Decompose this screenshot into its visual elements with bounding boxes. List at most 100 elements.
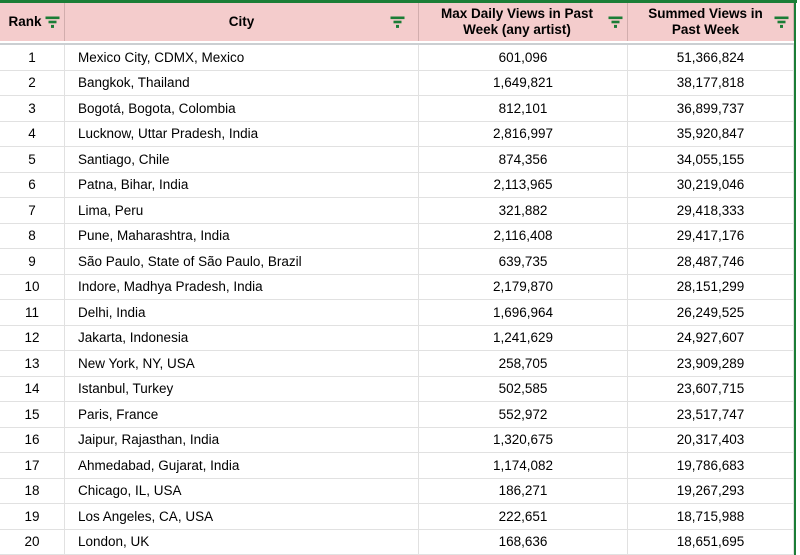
summed-views-cell[interactable]: 38,177,818 xyxy=(628,70,794,95)
summed-views-cell[interactable]: 23,607,715 xyxy=(628,376,794,401)
max-daily-views-cell[interactable]: 502,585 xyxy=(419,376,628,401)
rank-value: 9 xyxy=(28,253,36,269)
city-value: Jakarta, Indonesia xyxy=(78,330,189,346)
max-daily-views-cell[interactable]: 258,705 xyxy=(419,351,628,376)
city-cell[interactable]: São Paulo, State of São Paulo, Brazil xyxy=(65,249,419,274)
rank-cell[interactable]: 1 xyxy=(0,45,65,70)
city-cell[interactable]: Santiago, Chile xyxy=(65,147,419,172)
city-cell[interactable]: Indore, Madhya Pradesh, India xyxy=(65,274,419,299)
rank-cell[interactable]: 15 xyxy=(0,402,65,427)
max-daily-views-cell[interactable]: 2,113,965 xyxy=(419,172,628,197)
filter-icon[interactable] xyxy=(608,16,623,29)
filter-icon[interactable] xyxy=(45,16,60,29)
column-header-city[interactable]: City xyxy=(65,3,419,41)
rank-cell[interactable]: 10 xyxy=(0,274,65,299)
city-cell[interactable]: Patna, Bihar, India xyxy=(65,172,419,197)
summed-views-cell[interactable]: 19,786,683 xyxy=(628,453,794,478)
summed-views-cell[interactable]: 28,151,299 xyxy=(628,274,794,299)
rank-cell[interactable]: 13 xyxy=(0,351,65,376)
city-cell[interactable]: New York, NY, USA xyxy=(65,351,419,376)
max-daily-views-cell[interactable]: 874,356 xyxy=(419,147,628,172)
max-daily-views-cell[interactable]: 601,096 xyxy=(419,45,628,70)
rank-cell[interactable]: 9 xyxy=(0,249,65,274)
table-row: 5 Santiago, Chile 874,356 34,055,155 xyxy=(0,147,794,173)
max-daily-views-cell[interactable]: 1,174,082 xyxy=(419,453,628,478)
summed-views-cell[interactable]: 34,055,155 xyxy=(628,147,794,172)
summed-views-cell[interactable]: 18,715,988 xyxy=(628,504,794,529)
city-cell[interactable]: London, UK xyxy=(65,529,419,554)
rank-cell[interactable]: 7 xyxy=(0,198,65,223)
column-header-max-daily-views[interactable]: Max Daily Views in Past Week (any artist… xyxy=(419,3,628,41)
max-daily-views-cell[interactable]: 552,972 xyxy=(419,402,628,427)
rank-cell[interactable]: 6 xyxy=(0,172,65,197)
summed-views-cell[interactable]: 35,920,847 xyxy=(628,121,794,146)
city-cell[interactable]: Ahmedabad, Gujarat, India xyxy=(65,453,419,478)
max-daily-views-cell[interactable]: 168,636 xyxy=(419,529,628,554)
rank-cell[interactable]: 18 xyxy=(0,478,65,503)
max-daily-views-cell[interactable]: 186,271 xyxy=(419,478,628,503)
max-daily-views-cell[interactable]: 639,735 xyxy=(419,249,628,274)
table-row: 3 Bogotá, Bogota, Colombia 812,101 36,89… xyxy=(0,96,794,122)
city-value: São Paulo, State of São Paulo, Brazil xyxy=(78,253,302,269)
city-cell[interactable]: Jakarta, Indonesia xyxy=(65,325,419,350)
rank-cell[interactable]: 2 xyxy=(0,70,65,95)
max-daily-views-cell[interactable]: 222,651 xyxy=(419,504,628,529)
city-cell[interactable]: Istanbul, Turkey xyxy=(65,376,419,401)
column-header-rank[interactable]: Rank xyxy=(0,3,65,41)
summed-views-cell[interactable]: 19,267,293 xyxy=(628,478,794,503)
rank-cell[interactable]: 12 xyxy=(0,325,65,350)
city-cell[interactable]: Delhi, India xyxy=(65,300,419,325)
summed-views-cell[interactable]: 30,219,046 xyxy=(628,172,794,197)
max-daily-views-cell[interactable]: 2,116,408 xyxy=(419,223,628,248)
city-cell[interactable]: Lima, Peru xyxy=(65,198,419,223)
max-daily-views-cell[interactable]: 2,179,870 xyxy=(419,274,628,299)
rank-cell[interactable]: 8 xyxy=(0,223,65,248)
filter-range-border-top xyxy=(0,0,797,3)
summed-views-cell[interactable]: 36,899,737 xyxy=(628,96,794,121)
summed-views-cell[interactable]: 18,651,695 xyxy=(628,529,794,554)
max-daily-views-cell[interactable]: 1,696,964 xyxy=(419,300,628,325)
max-daily-views-cell[interactable]: 1,241,629 xyxy=(419,325,628,350)
rank-value: 18 xyxy=(24,483,40,499)
summed-views-cell[interactable]: 28,487,746 xyxy=(628,249,794,274)
summed-views-cell[interactable]: 23,909,289 xyxy=(628,351,794,376)
summed-views-cell[interactable]: 24,927,607 xyxy=(628,325,794,350)
rank-cell[interactable]: 5 xyxy=(0,147,65,172)
summed-views-cell[interactable]: 26,249,525 xyxy=(628,300,794,325)
summed-views-value: 23,517,747 xyxy=(676,406,745,422)
column-header-summed-views[interactable]: Summed Views in Past Week xyxy=(628,3,794,41)
max-daily-views-cell[interactable]: 1,320,675 xyxy=(419,427,628,452)
rank-cell[interactable]: 17 xyxy=(0,453,65,478)
city-cell[interactable]: Los Angeles, CA, USA xyxy=(65,504,419,529)
filter-icon[interactable] xyxy=(390,16,405,29)
rank-cell[interactable]: 20 xyxy=(0,529,65,554)
summed-views-cell[interactable]: 51,366,824 xyxy=(628,45,794,70)
max-daily-views-cell[interactable]: 812,101 xyxy=(419,96,628,121)
rank-cell[interactable]: 19 xyxy=(0,504,65,529)
city-cell[interactable]: Jaipur, Rajasthan, India xyxy=(65,427,419,452)
summed-views-cell[interactable]: 20,317,403 xyxy=(628,427,794,452)
summed-views-cell[interactable]: 29,417,176 xyxy=(628,223,794,248)
filter-icon[interactable] xyxy=(774,16,789,29)
table-row: 13 New York, NY, USA 258,705 23,909,289 xyxy=(0,351,794,377)
column-header-max-daily-views-label: Max Daily Views in Past Week (any artist… xyxy=(440,6,594,37)
city-cell[interactable]: Mexico City, CDMX, Mexico xyxy=(65,45,419,70)
summed-views-cell[interactable]: 29,418,333 xyxy=(628,198,794,223)
city-cell[interactable]: Pune, Maharashtra, India xyxy=(65,223,419,248)
max-daily-views-cell[interactable]: 1,649,821 xyxy=(419,70,628,95)
table-row: 10 Indore, Madhya Pradesh, India 2,179,8… xyxy=(0,274,794,300)
rank-cell[interactable]: 14 xyxy=(0,376,65,401)
max-daily-views-cell[interactable]: 321,882 xyxy=(419,198,628,223)
max-daily-views-cell[interactable]: 2,816,997 xyxy=(419,121,628,146)
summed-views-value: 34,055,155 xyxy=(676,151,745,167)
city-cell[interactable]: Bangkok, Thailand xyxy=(65,70,419,95)
city-cell[interactable]: Bogotá, Bogota, Colombia xyxy=(65,96,419,121)
city-cell[interactable]: Chicago, IL, USA xyxy=(65,478,419,503)
city-cell[interactable]: Lucknow, Uttar Pradesh, India xyxy=(65,121,419,146)
rank-cell[interactable]: 3 xyxy=(0,96,65,121)
rank-cell[interactable]: 16 xyxy=(0,427,65,452)
city-cell[interactable]: Paris, France xyxy=(65,402,419,427)
rank-cell[interactable]: 4 xyxy=(0,121,65,146)
summed-views-cell[interactable]: 23,517,747 xyxy=(628,402,794,427)
rank-cell[interactable]: 11 xyxy=(0,300,65,325)
